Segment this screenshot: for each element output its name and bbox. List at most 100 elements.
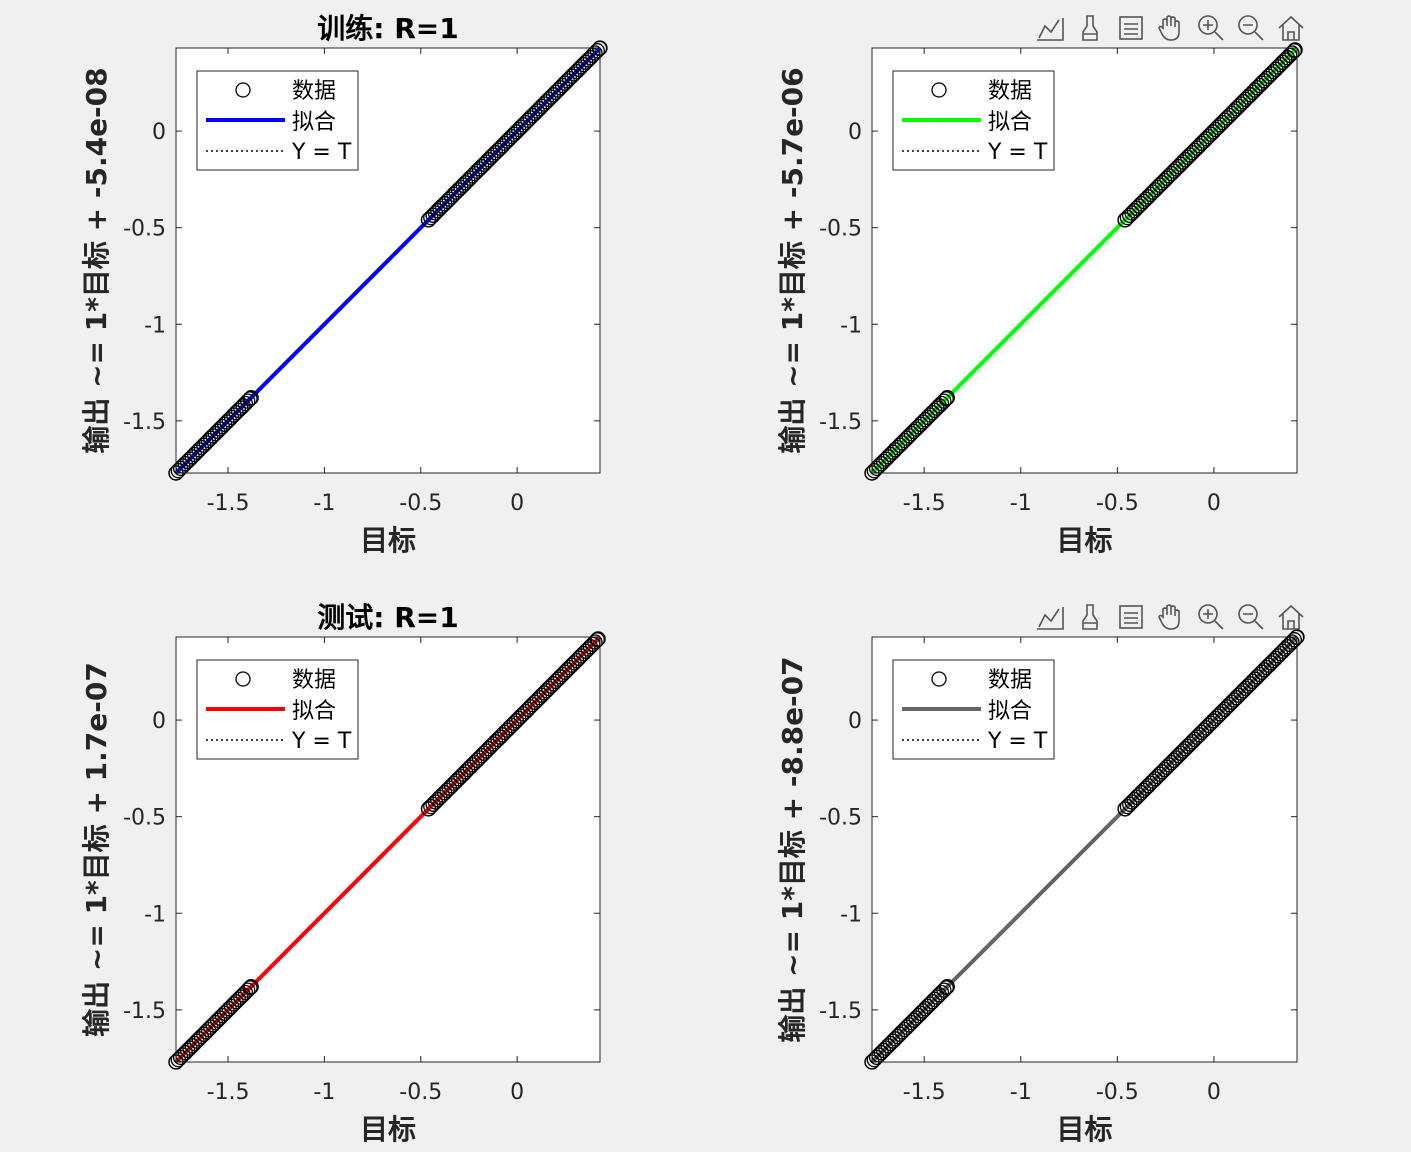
home-icon[interactable] xyxy=(1278,604,1304,630)
data-point xyxy=(933,395,950,412)
data-point xyxy=(939,390,955,406)
data-markers xyxy=(168,40,608,481)
legend-label-data: 数据 xyxy=(988,668,1032,693)
y-tick-label: 0 xyxy=(152,120,166,145)
axes-box xyxy=(871,636,1298,1063)
pan-hand-icon[interactable] xyxy=(1158,604,1180,630)
legend-toggle-icon[interactable] xyxy=(1119,16,1143,40)
data-point xyxy=(1286,632,1302,648)
subplot-3: -1.5 -1 -0.5 0 -1.5 -1 -0.5 0 目标 输出 ~= 1*目标 + 1.7… xyxy=(80,601,606,1146)
data-point xyxy=(587,634,603,650)
legend-label-fit: 拟合 xyxy=(988,699,1032,724)
x-tick-label: 0 xyxy=(1207,1080,1221,1105)
data-point xyxy=(420,801,437,817)
x-tick-label: -1 xyxy=(1010,491,1032,516)
axes-box xyxy=(175,47,601,474)
axes-toolbar xyxy=(1037,604,1304,630)
y-axis-label: 输出 ~= 1*目标 + -8.8e-07 xyxy=(776,656,809,1042)
data-point xyxy=(240,982,256,998)
zoom-out-icon[interactable] xyxy=(1238,15,1264,41)
subplot-title: 训练: R=1 xyxy=(317,12,458,45)
x-tick-label: -1.5 xyxy=(903,491,946,516)
home-icon[interactable] xyxy=(1278,15,1304,41)
y-tick-label: -0.5 xyxy=(819,217,862,242)
y-tick-label: -0.5 xyxy=(123,217,166,242)
data-point xyxy=(589,43,605,59)
x-tick-label: -1.5 xyxy=(207,1080,250,1105)
data-point xyxy=(590,631,606,647)
fit-line xyxy=(870,46,1299,475)
y-tick-label: -1.5 xyxy=(123,999,166,1024)
x-tick-label: -1 xyxy=(1010,1080,1032,1105)
x-tick-label: 0 xyxy=(510,491,524,516)
data-point xyxy=(1284,634,1300,650)
legend-label-identity: Y = T xyxy=(987,729,1048,754)
y-tick-label: -0.5 xyxy=(819,806,862,831)
data-point xyxy=(938,391,954,407)
data-point xyxy=(1117,801,1133,817)
legend-label-fit: 拟合 xyxy=(292,110,336,135)
data-point xyxy=(237,984,254,1001)
data-point xyxy=(936,982,952,998)
pan-hand-icon[interactable] xyxy=(1158,15,1180,41)
x-tick-label: -1 xyxy=(313,1080,335,1105)
data-point xyxy=(936,393,952,409)
zoom-in-icon[interactable] xyxy=(1198,604,1224,630)
data-point xyxy=(1286,43,1302,59)
data-point xyxy=(1117,212,1133,228)
data-tips-icon[interactable] xyxy=(1037,18,1064,41)
subplot-1: -1.5 -1 -0.5 0 -1.5 -1 -0.5 0 目标 输出 ~= 1*目标 + -5.… xyxy=(80,12,608,557)
data-point xyxy=(587,45,603,61)
brush-icon[interactable] xyxy=(1082,15,1098,41)
y-tick-label: -1.5 xyxy=(819,999,862,1024)
x-tick-label: -1.5 xyxy=(207,491,250,516)
zoom-out-icon[interactable] xyxy=(1238,604,1264,630)
data-tips-icon[interactable] xyxy=(1037,607,1064,630)
y-tick-label: 0 xyxy=(152,709,166,734)
legend-marker-data xyxy=(931,82,947,98)
x-tick-label: -0.5 xyxy=(399,1080,442,1105)
y-tick-label: -1 xyxy=(840,313,862,338)
data-point xyxy=(1284,45,1300,61)
legend-toggle-icon[interactable] xyxy=(1119,605,1143,629)
x-tick-label: -0.5 xyxy=(1096,491,1139,516)
subplot-title: 测试: R=1 xyxy=(317,601,458,634)
legend-marker-data xyxy=(931,671,947,687)
data-point xyxy=(933,984,950,1001)
x-axis-label: 目标 xyxy=(360,524,416,557)
x-tick-label: -0.5 xyxy=(1096,1080,1139,1105)
y-tick-label: 0 xyxy=(848,709,862,734)
zoom-in-icon[interactable] xyxy=(1198,15,1224,41)
data-point xyxy=(243,979,259,995)
brush-icon[interactable] xyxy=(1082,604,1098,630)
data-point xyxy=(938,980,954,996)
axes-box xyxy=(175,636,601,1063)
data-point xyxy=(240,393,256,409)
data-point xyxy=(237,395,254,412)
x-axis-label: 目标 xyxy=(360,1113,416,1146)
data-point xyxy=(589,632,605,648)
data-point xyxy=(939,979,955,995)
legend-label-fit: 拟合 xyxy=(292,699,336,724)
legend-label-data: 数据 xyxy=(988,79,1032,104)
x-tick-label: -1.5 xyxy=(903,1080,946,1105)
y-axis-label: 输出 ~= 1*目标 + -5.7e-06 xyxy=(776,67,809,453)
legend-label-data: 数据 xyxy=(292,668,336,693)
x-tick-label: -1 xyxy=(313,491,335,516)
data-point xyxy=(420,212,437,228)
data-point xyxy=(243,390,259,406)
y-axis-label: 输出 ~= 1*目标 + -5.4e-08 xyxy=(80,67,113,453)
y-tick-label: -1 xyxy=(144,902,166,927)
fit-line xyxy=(870,635,1299,1064)
data-point xyxy=(1287,42,1303,58)
y-tick-label: -0.5 xyxy=(123,806,166,831)
x-tick-label: -0.5 xyxy=(399,491,442,516)
y-tick-label: 0 xyxy=(848,120,862,145)
subplot-2: -1.5 -1 -0.5 0 -1.5 -1 -0.5 0 目标 输出 ~= 1*目标 + -5.… xyxy=(776,15,1304,557)
legend-marker-data xyxy=(235,671,251,687)
